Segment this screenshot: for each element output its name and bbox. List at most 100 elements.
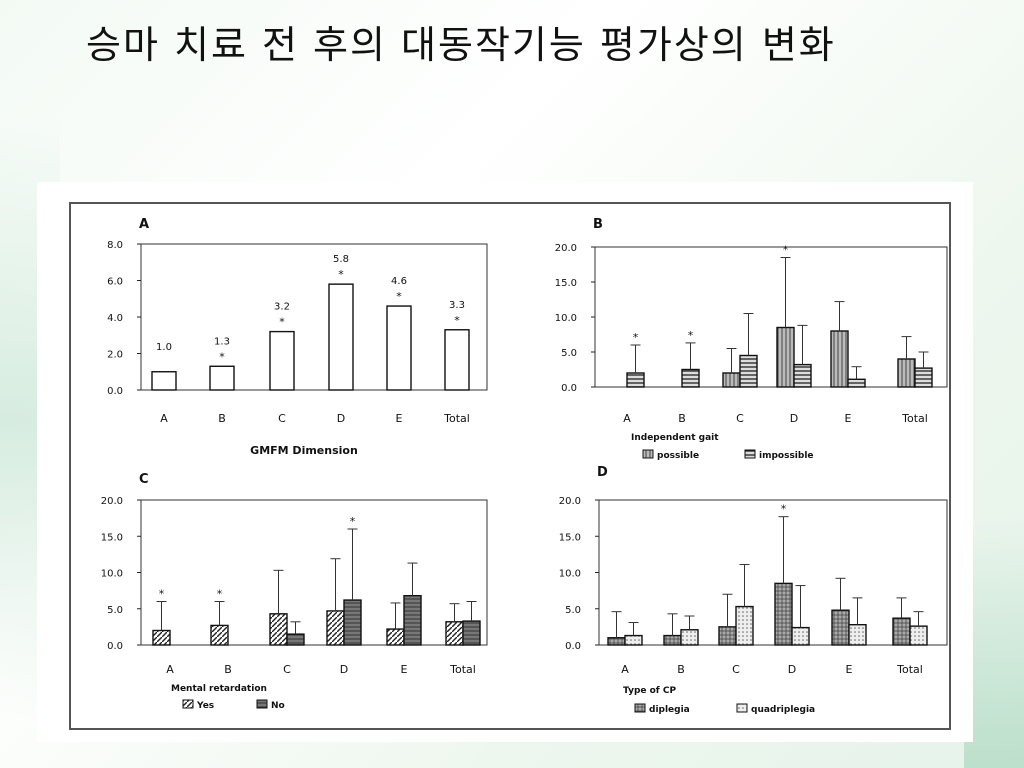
- chart-c-bar: [445, 621, 464, 646]
- chart-c-bar: [326, 610, 345, 646]
- chart-d-legend-label: diplegia: [649, 705, 690, 715]
- chart-c-bar: [403, 595, 422, 646]
- chart-d-bar: [735, 605, 754, 646]
- chart-c-legend-swatch: [256, 699, 268, 709]
- chart-d-bar: [909, 625, 928, 646]
- chart-d-legend-swatch: [634, 703, 646, 713]
- chart-c-bar: [462, 620, 481, 646]
- chart-d-bar: [718, 626, 737, 646]
- chart-a-data-label: 4.6: [391, 276, 407, 287]
- chart-d-x-tick-label: D: [788, 663, 796, 676]
- chart-a-panel-label: A: [139, 217, 149, 232]
- chart-a-y-tick-label: 6.0: [107, 277, 123, 288]
- chart-a-y-tick-label: 8.0: [107, 240, 123, 251]
- chart-b-significance-marker: *: [633, 331, 639, 344]
- chart-b-x-tick-label: E: [845, 412, 852, 425]
- chart-a-bar: [151, 371, 177, 391]
- chart-c-bar: [269, 613, 288, 646]
- chart-c-y-tick-label: 20.0: [101, 496, 123, 507]
- chart-c-bar: [152, 629, 171, 646]
- chart-a-x-tick-label: E: [396, 412, 403, 425]
- chart-b-y-tick-label: 0.0: [561, 383, 577, 394]
- chart-c-plot-frame: [140, 499, 488, 646]
- chart-d-bar: [791, 626, 810, 646]
- chart-d-panel-label: D: [597, 465, 608, 480]
- chart-d-bar: [848, 624, 867, 646]
- chart-c-x-tick-label: E: [401, 663, 408, 676]
- chart-c-x-tick-label: A: [166, 663, 174, 676]
- chart-d-legend-label: quadriplegia: [751, 705, 815, 715]
- chart-d-y-tick-label: 0.0: [565, 641, 581, 652]
- chart-b-y-tick-label: 20.0: [555, 243, 577, 254]
- chart-c-x-tick-label: B: [224, 663, 232, 676]
- chart-d-x-tick-label: E: [846, 663, 853, 676]
- chart-a-bar: [444, 329, 470, 391]
- chart-d-legend-title: Type of CP: [623, 686, 676, 696]
- chart-c-x-tick-label: C: [283, 663, 291, 676]
- chart-b-significance-marker: *: [783, 244, 789, 257]
- chart-a-significance-marker: *: [219, 350, 225, 363]
- chart-a-significance-marker: *: [338, 268, 344, 281]
- chart-b-legend-swatch: [744, 449, 756, 459]
- chart-a-plot-frame: [140, 243, 488, 391]
- chart-a-data-label: 3.3: [449, 300, 465, 311]
- chart-a-data-label: 5.8: [333, 254, 349, 265]
- chart-a-significance-marker: *: [279, 316, 285, 329]
- chart-b-x-tick-label: C: [736, 412, 744, 425]
- chart-a-x-tick-label: D: [337, 412, 345, 425]
- chart-c-legend-label: Yes: [196, 701, 214, 711]
- chart-b-bar: [914, 367, 933, 388]
- chart-c-legend-swatch: [182, 699, 194, 709]
- chart-a-data-label: 1.0: [156, 342, 172, 353]
- chart-c-y-tick-label: 10.0: [101, 569, 123, 580]
- chart-d-bar: [680, 629, 699, 646]
- chart-b-bar: [776, 326, 795, 388]
- chart-d-x-tick-label: B: [677, 663, 685, 676]
- chart-b-bar: [897, 358, 916, 388]
- chart-a-y-tick-label: 2.0: [107, 350, 123, 361]
- chart-a-bar: [386, 305, 412, 391]
- chart-b-bar: [830, 330, 849, 388]
- chart-c-bar: [286, 633, 305, 646]
- chart-d-x-tick-label: C: [732, 663, 740, 676]
- chart-a-x-tick-label: Total: [443, 412, 470, 425]
- chart-a-x-axis-label: GMFM Dimension: [250, 444, 358, 457]
- slide-title: 승마 치료 전 후의 대동작기능 평가상의 변화: [86, 23, 836, 67]
- chart-d-significance-marker: *: [781, 503, 787, 516]
- chart-d-y-tick-label: 10.0: [559, 569, 581, 580]
- chart-d-legend-swatch: [736, 703, 748, 713]
- chart-c-y-tick-label: 5.0: [107, 605, 123, 616]
- background-decoration-right: [964, 520, 1024, 768]
- chart-b-bar: [793, 363, 812, 388]
- chart-c-bar: [343, 599, 362, 646]
- chart-d-bar: [663, 634, 682, 646]
- chart-d-bar: [831, 609, 850, 646]
- chart-b-bar: [847, 378, 866, 388]
- chart-a-bar: [269, 330, 295, 391]
- chart-d-bar: [624, 634, 643, 646]
- chart-b-legend-title: Independent gait: [631, 433, 719, 443]
- chart-figure: A 0.0 2.0 4.0 6.0 8.0 1.0 A 1.3 * B 3.2 * C 5.8 * D 4.6 * E…: [101, 217, 948, 715]
- chart-c-significance-marker: *: [217, 588, 223, 601]
- chart-b-panel-label: B: [593, 217, 603, 232]
- chart-b-legend-label: possible: [657, 451, 699, 461]
- chart-b-significance-marker: *: [688, 329, 694, 342]
- chart-c-y-tick-label: 15.0: [101, 532, 123, 543]
- chart-b-y-tick-label: 15.0: [555, 278, 577, 289]
- chart-c-x-tick-label: Total: [449, 663, 476, 676]
- chart-a-significance-marker: *: [396, 290, 402, 303]
- chart-d-bar: [892, 617, 911, 646]
- chart-b-x-tick-label: B: [678, 412, 686, 425]
- chart-c-x-tick-label: D: [340, 663, 348, 676]
- chart-b-y-tick-label: 5.0: [561, 348, 577, 359]
- chart-c-bar: [386, 628, 405, 646]
- chart-a-y-tick-label: 4.0: [107, 313, 123, 324]
- chart-c-panel-label: C: [139, 472, 149, 487]
- chart-d-bar: [774, 582, 793, 646]
- chart-a-x-tick-label: B: [218, 412, 226, 425]
- chart-d-bar: [607, 637, 626, 646]
- chart-b-x-tick-label: D: [790, 412, 798, 425]
- chart-b-bar: [722, 372, 741, 388]
- chart-d-y-tick-label: 5.0: [565, 605, 581, 616]
- chart-d-x-tick-label: A: [621, 663, 629, 676]
